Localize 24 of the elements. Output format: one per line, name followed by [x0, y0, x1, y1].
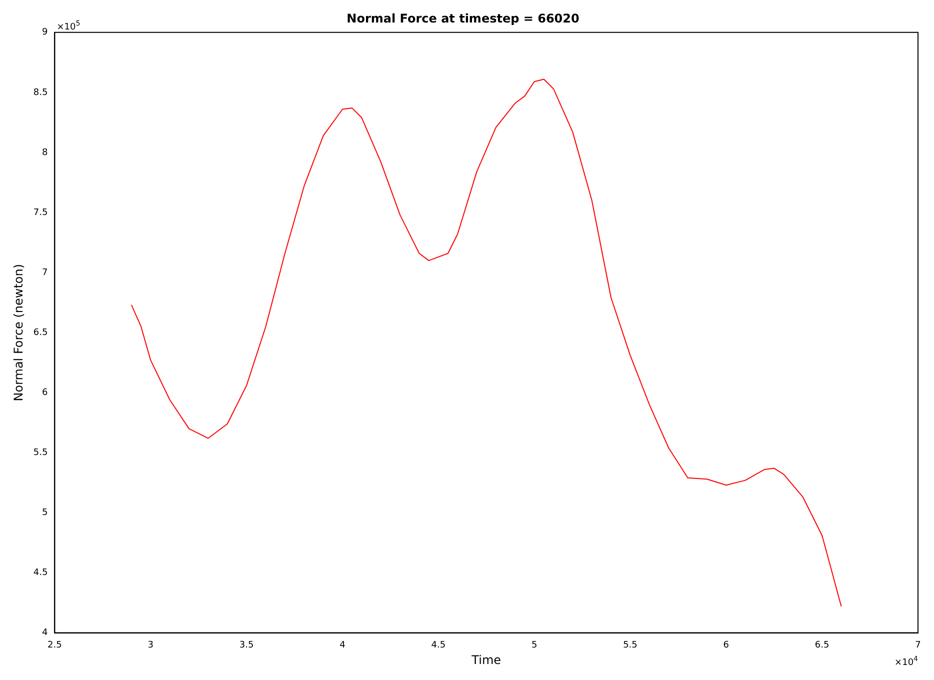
y-tick-label: 4 — [42, 628, 48, 638]
y-tick-label: 8 — [42, 148, 48, 158]
y-tick-label: 5 — [42, 508, 48, 518]
y-tick-label: 6 — [42, 388, 48, 398]
x-tick-label: 3 — [148, 640, 154, 651]
x-tick-label: 4.5 — [431, 640, 446, 651]
x-tick-label: 6 — [723, 640, 730, 651]
y-tick-label: 8.5 — [33, 88, 48, 98]
chart-title: Normal Force at timestep = 66020 — [346, 11, 580, 26]
y-axis-title: Normal Force (newton) — [11, 264, 26, 402]
x-tick-label: 2.5 — [48, 640, 62, 651]
x-tick-label: 5 — [531, 640, 538, 651]
y-tick-label: 4.5 — [33, 568, 48, 578]
y-tick-label: 7.5 — [33, 208, 48, 218]
x-axis-title: Time — [470, 652, 502, 667]
x-tick-label: 5.5 — [623, 640, 638, 651]
y-tick-label: 9 — [42, 28, 48, 38]
x-tick-label: 6.5 — [814, 640, 830, 651]
y-tick-label: 7 — [42, 268, 48, 278]
y-tick-label: 6.5 — [33, 328, 48, 338]
y-tick-label: 5.5 — [33, 448, 48, 458]
x-tick-label: 7 — [915, 640, 921, 651]
x-tick-label: 3.5 — [239, 640, 254, 651]
x-tick-label: 4 — [340, 640, 346, 651]
